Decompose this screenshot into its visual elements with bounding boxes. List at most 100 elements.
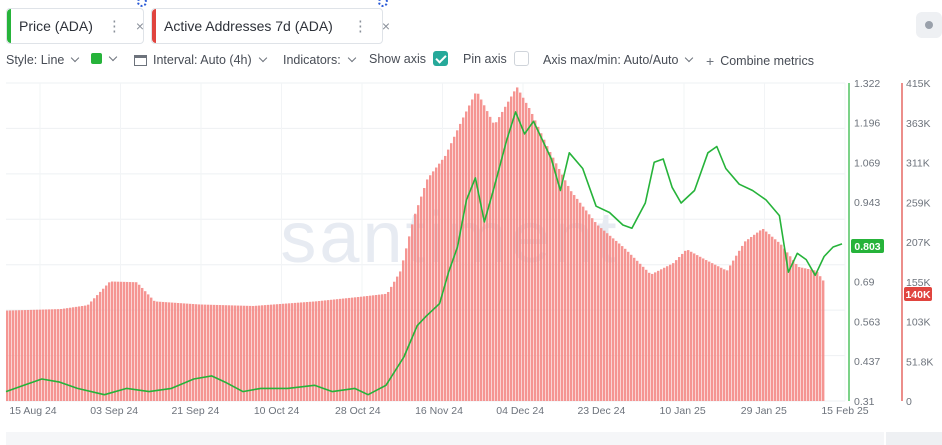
active-addresses-bar	[114, 281, 117, 401]
active-addresses-bar	[72, 307, 75, 401]
active-addresses-bar	[318, 301, 321, 401]
active-addresses-bar	[402, 260, 405, 401]
active-addresses-bar	[48, 309, 51, 401]
interval-dropdown[interactable]: Interval: Auto (4h)	[134, 53, 267, 67]
active-addresses-bar	[576, 198, 579, 401]
axis-maxmin-dropdown[interactable]: Axis max/min: Auto/Auto	[543, 53, 694, 67]
active-addresses-bar	[273, 304, 276, 401]
active-addresses-bar	[519, 92, 522, 402]
addresses-tick-label: 51.8K	[906, 356, 933, 368]
price-tick-label: 0.943	[854, 197, 880, 209]
active-addresses-bar	[117, 281, 120, 401]
close-icon[interactable]: ×	[135, 18, 145, 34]
active-addresses-bar	[267, 304, 270, 401]
active-addresses-bar	[102, 288, 105, 401]
pin-axis-toggle[interactable]: Pin axis	[463, 51, 529, 66]
active-addresses-bars	[6, 87, 825, 402]
active-addresses-bar	[420, 196, 423, 401]
indicators-dropdown[interactable]: Indicators:	[283, 53, 356, 67]
close-icon[interactable]: ×	[381, 18, 391, 34]
active-addresses-bar	[21, 310, 24, 401]
active-addresses-bar	[12, 310, 15, 401]
active-addresses-bar	[198, 304, 201, 401]
active-addresses-bar	[51, 309, 54, 401]
active-addresses-bar	[270, 304, 273, 401]
navigator-handle[interactable]	[886, 432, 942, 445]
active-addresses-bar	[171, 302, 174, 401]
price-current-badge	[851, 239, 884, 253]
addresses-tick-label: 0	[906, 396, 912, 408]
active-addresses-bar	[552, 157, 555, 401]
active-addresses-bar	[504, 106, 507, 401]
checkbox-checked-icon[interactable]	[432, 51, 448, 66]
active-addresses-bar	[372, 295, 375, 401]
active-addresses-bar	[510, 96, 513, 401]
checkbox-unchecked-icon[interactable]	[513, 51, 529, 66]
gear-icon[interactable]	[378, 0, 388, 7]
addresses-axis-ticks: 415K 363K 311K 259K 207K 155K 103K 51.8K 0	[906, 78, 933, 408]
chart-toolbar: Style: Line Interval: Auto (4h) Indicato…	[6, 51, 942, 71]
x-tick-label: 23 Dec 24	[577, 405, 625, 417]
show-axis-toggle[interactable]: Show axis	[369, 51, 448, 66]
active-addresses-bar	[690, 251, 693, 401]
active-addresses-bar	[234, 305, 237, 401]
active-addresses-bar	[666, 266, 669, 401]
price-tick-label: 0.31	[854, 396, 875, 408]
price-tick-label: 1.322	[854, 78, 880, 90]
active-addresses-bar	[639, 263, 642, 401]
price-addresses-chart[interactable]: santiment 1.3221.1961.0690.9430.690.5630…	[0, 0, 942, 420]
navigator-strip[interactable]	[6, 432, 884, 445]
active-addresses-bar	[789, 256, 792, 401]
active-addresses-bar	[591, 218, 594, 401]
active-addresses-bar	[537, 126, 540, 402]
active-addresses-bar	[534, 120, 537, 402]
active-addresses-bar	[678, 257, 681, 401]
active-addresses-bar	[336, 299, 339, 401]
active-addresses-bar	[729, 265, 732, 401]
x-tick-label: 15 Aug 24	[9, 405, 56, 417]
active-addresses-bar	[783, 248, 786, 401]
active-addresses-bar	[168, 302, 171, 401]
active-addresses-bar	[768, 234, 771, 401]
active-addresses-bar	[42, 309, 45, 401]
color-picker[interactable]	[91, 52, 118, 64]
active-addresses-bar	[132, 282, 135, 401]
active-addresses-bar	[702, 258, 705, 401]
active-addresses-bar	[342, 298, 345, 401]
active-addresses-bar	[561, 174, 564, 401]
active-addresses-bar	[603, 230, 606, 401]
active-addresses-bar	[126, 281, 129, 401]
active-addresses-bar	[99, 291, 102, 401]
active-addresses-bar	[807, 268, 810, 401]
active-addresses-bar	[381, 294, 384, 401]
pin-axis-label: Pin axis	[463, 51, 507, 66]
active-addresses-bar	[813, 270, 816, 401]
active-addresses-bar	[96, 295, 99, 401]
active-addresses-bar	[786, 252, 789, 401]
active-addresses-bar	[546, 146, 549, 401]
active-addresses-bar	[36, 309, 39, 401]
settings-toggle-button[interactable]	[916, 12, 942, 38]
active-addresses-bar	[264, 305, 267, 401]
active-addresses-bar	[774, 239, 777, 401]
active-addresses-bar	[642, 266, 645, 401]
active-addresses-bar	[87, 304, 90, 401]
active-addresses-bar	[462, 117, 465, 401]
gear-icon[interactable]	[137, 0, 147, 7]
active-addresses-bar	[699, 256, 702, 401]
active-addresses-bar	[555, 163, 558, 401]
active-addresses-bar	[222, 305, 225, 401]
active-addresses-bar	[558, 168, 561, 401]
active-addresses-bar	[159, 301, 162, 401]
active-addresses-bar	[444, 155, 447, 401]
active-addresses-bar	[174, 302, 177, 401]
metric-tab-price[interactable]: Price (ADA) ⋮ ×	[6, 8, 144, 44]
active-addresses-bar	[627, 251, 630, 401]
active-addresses-bar	[351, 297, 354, 401]
active-addresses-bar	[726, 270, 729, 401]
more-options-icon[interactable]: ⋮	[352, 18, 368, 35]
more-options-icon[interactable]: ⋮	[106, 18, 122, 35]
metric-tab-active-addresses[interactable]: Active Addresses 7d (ADA) ⋮ ×	[151, 8, 390, 44]
style-dropdown[interactable]: Style: Line	[6, 53, 80, 67]
combine-metrics-button[interactable]: + Combine metrics	[706, 53, 814, 69]
